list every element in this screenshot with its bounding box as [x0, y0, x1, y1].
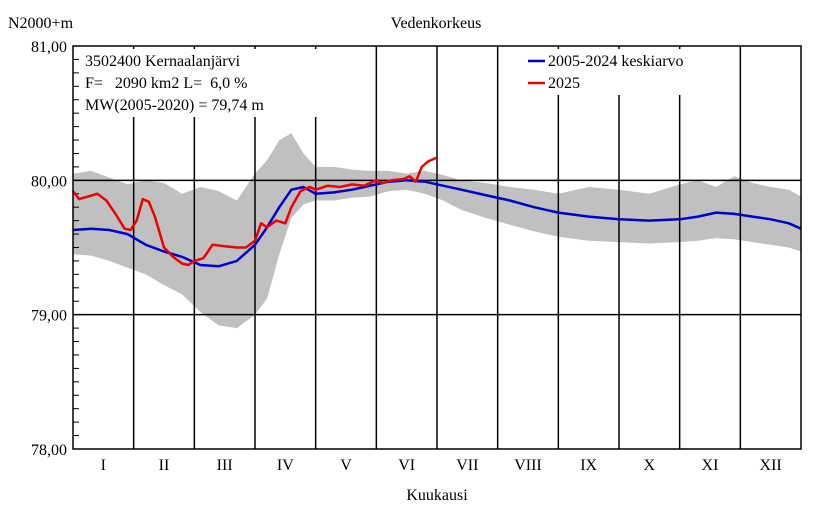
- legend-label-2025: 2025: [548, 75, 580, 92]
- info-box: 3502400 Kernaalanjärvi F= 2090 km2 L= 6,…: [80, 49, 330, 117]
- month-label: VII: [456, 457, 478, 474]
- month-label: I: [101, 457, 106, 474]
- month-label: IV: [277, 457, 294, 474]
- month-label: V: [340, 457, 352, 474]
- series-lines: [72, 156, 802, 268]
- info-line-mw: MW(2005-2020) = 79,74 m: [85, 97, 264, 114]
- month-label: VIII: [514, 457, 542, 474]
- y-tick-label: 81,00: [31, 39, 67, 56]
- month-label: X: [644, 457, 656, 474]
- x-axis-label: Kuukausi: [406, 487, 468, 504]
- y-axis-label: N2000+m: [8, 15, 74, 32]
- info-box-bg: [80, 49, 330, 117]
- legend: 2005-2024 keskiarvo 2025: [523, 49, 731, 95]
- y-tick-label: 79,00: [31, 308, 67, 325]
- plot-frame: [72, 45, 802, 450]
- info-line-area: F= 2090 km2 L= 6,0 %: [85, 75, 248, 92]
- month-label: VI: [398, 457, 415, 474]
- info-line-station: 3502400 Kernaalanjärvi: [85, 53, 241, 70]
- grid-lines: [73, 45, 801, 450]
- y-tick-labels: 78,00 79,00 80,00 81,00: [31, 39, 67, 459]
- y-tick-label: 80,00: [31, 173, 67, 190]
- legend-label-mean: 2005-2024 keskiarvo: [548, 53, 684, 70]
- chart-title: Vedenkorkeus: [391, 15, 482, 32]
- y-tick-label: 78,00: [31, 442, 67, 459]
- month-label: XII: [760, 457, 782, 474]
- legend-bg: [523, 49, 731, 95]
- month-label: III: [217, 457, 233, 474]
- x-tick-labels: I II III IV V VI VII VIII IX X XI XII: [101, 457, 782, 474]
- month-label: II: [159, 457, 170, 474]
- series-line-1: [72, 156, 438, 267]
- month-label: XI: [702, 457, 719, 474]
- month-label: IX: [580, 457, 597, 474]
